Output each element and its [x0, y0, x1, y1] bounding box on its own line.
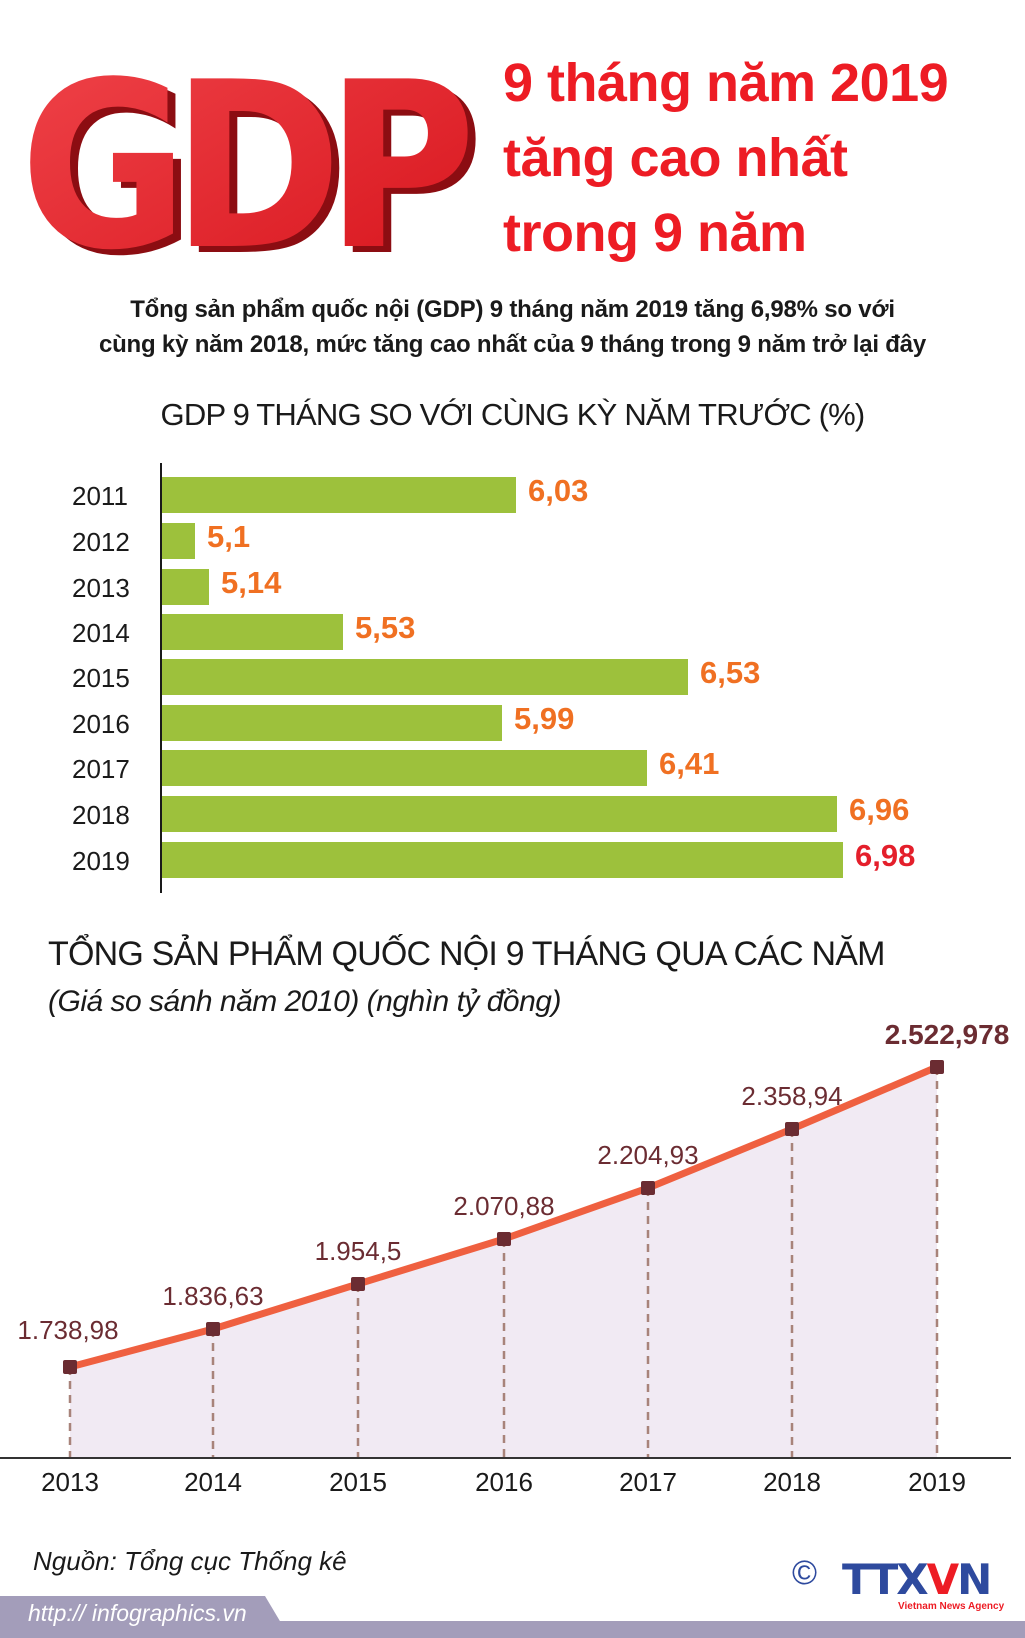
- bar-row: 2014 5,53: [0, 610, 1025, 650]
- bar: [162, 842, 843, 878]
- bar: [162, 659, 688, 695]
- summary-text: Tổng sản phẩm quốc nội (GDP) 9 tháng năm…: [0, 292, 1025, 362]
- bar-value-label: 5,53: [355, 610, 416, 645]
- bar-chart-title: GDP 9 THÁNG SO VỚI CÙNG KỲ NĂM TRƯỚC (%): [160, 397, 866, 432]
- data-point-label: 1.836,63: [162, 1281, 264, 1311]
- website-link[interactable]: http:// infographics.vn: [28, 1600, 247, 1626]
- ttxvn-logo-ttx: TTX: [842, 1555, 929, 1604]
- bar-value-label: 6,53: [700, 655, 761, 690]
- bar-year-label: 2012: [72, 527, 130, 557]
- bar: [162, 614, 343, 650]
- data-point-label: 2.358,94: [741, 1081, 843, 1111]
- data-point-label: 2.522,978: [884, 1019, 1010, 1050]
- bar-year-label: 2018: [72, 800, 130, 830]
- bar: [162, 523, 195, 559]
- copyright-icon: ©: [792, 1554, 818, 1592]
- headline-line-1: 9 tháng năm 2019: [503, 53, 949, 113]
- bar-row: 2011 6,03: [0, 473, 1025, 513]
- bar-year-label: 2017: [72, 754, 130, 784]
- x-axis-year-label: 2018: [763, 1467, 821, 1497]
- bar: [162, 477, 516, 513]
- bar-year-label: 2019: [72, 846, 130, 876]
- bar-value-label: 5,1: [207, 519, 251, 554]
- headline: 9 tháng năm 2019 tăng cao nhất trong 9 n…: [503, 46, 949, 271]
- source-note: Nguồn: Tổng cục Thống kê: [33, 1546, 347, 1576]
- data-point-label: 1.738,98: [17, 1315, 119, 1345]
- data-point-label: 1.954,5: [314, 1236, 402, 1266]
- bar-chart-axis: [160, 463, 162, 893]
- data-point-marker: [206, 1322, 220, 1336]
- bar-year-label: 2011: [72, 481, 128, 511]
- headline-line-3: trong 9 năm: [503, 203, 807, 263]
- gdp-3d-logo: GDP GDP: [20, 34, 490, 270]
- data-point-marker: [930, 1060, 944, 1074]
- bar-value-label: 5,14: [221, 565, 282, 600]
- x-axis-year-label: 2014: [184, 1467, 242, 1497]
- bar: [162, 796, 837, 832]
- bar-row: 2013 5,14: [0, 565, 1025, 605]
- bar-year-label: 2013: [72, 573, 130, 603]
- x-axis-year-label: 2015: [329, 1467, 387, 1497]
- line-chart-subtitle: (Giá so sánh năm 2010) (nghìn tỷ đồng): [48, 985, 561, 1018]
- bar-value-label: 6,03: [528, 473, 589, 508]
- data-point-marker: [497, 1232, 511, 1246]
- bar-row: 2015 6,53: [0, 655, 1025, 695]
- summary-line-2: cùng kỳ năm 2018, mức tăng cao nhất của …: [98, 331, 927, 358]
- ttxvn-logo-n: N: [957, 1555, 992, 1604]
- ttxvn-logo-v: V: [926, 1555, 959, 1604]
- bar-row: 2012 5,1: [0, 519, 1025, 559]
- bar: [162, 705, 502, 741]
- ttxvn-logo: TTXVN: [842, 1559, 992, 1601]
- bar-row: 2019 6,98: [0, 838, 1025, 878]
- summary-line-1: Tổng sản phẩm quốc nội (GDP) 9 tháng năm…: [130, 296, 895, 323]
- bar-row: 2018 6,96: [0, 792, 1025, 832]
- x-axis-year-label: 2017: [619, 1467, 677, 1497]
- svg-text:GDP: GDP: [28, 40, 476, 270]
- footer-tab: [0, 1596, 290, 1638]
- bar-row: 2017 6,41: [0, 746, 1025, 786]
- bar-year-label: 2016: [72, 709, 130, 739]
- data-point-marker: [785, 1122, 799, 1136]
- bar-value-label: 6,98: [855, 838, 916, 873]
- x-axis-year-label: 2019: [908, 1467, 966, 1497]
- bar: [162, 750, 647, 786]
- bar-year-label: 2015: [72, 663, 130, 693]
- headline-line-2: tăng cao nhất: [503, 128, 848, 188]
- bar-row: 2016 5,99: [0, 701, 1025, 741]
- agency-tagline: Vietnam News Agency: [898, 1601, 1005, 1612]
- gdp-logo-text: GDP: [20, 34, 468, 270]
- x-axis-year-label: 2016: [475, 1467, 533, 1497]
- data-point-marker: [351, 1277, 365, 1291]
- bar-value-label: 6,41: [659, 746, 720, 781]
- bar: [162, 569, 209, 605]
- bar-year-label: 2014: [72, 618, 130, 648]
- data-point-marker: [63, 1360, 77, 1374]
- data-point-marker: [641, 1181, 655, 1195]
- line-chart-area: [70, 1067, 937, 1458]
- x-axis-year-label: 2013: [41, 1467, 99, 1497]
- line-chart-title: TỔNG SẢN PHẨM QUỐC NỘI 9 THÁNG QUA CÁC N…: [48, 935, 885, 973]
- data-point-label: 2.204,93: [597, 1140, 699, 1170]
- bar-value-label: 6,96: [849, 792, 910, 827]
- data-point-label: 2.070,88: [453, 1191, 555, 1221]
- bar-value-label: 5,99: [514, 701, 575, 736]
